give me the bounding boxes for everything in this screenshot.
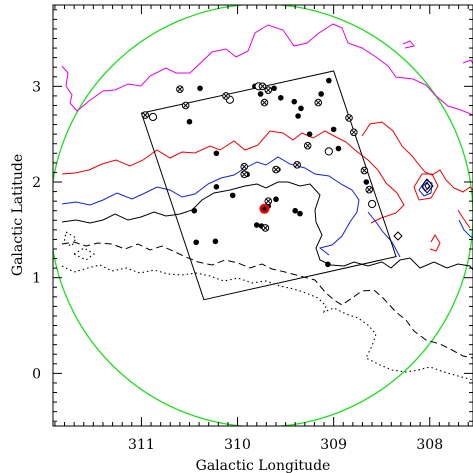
source-point-crossed — [264, 86, 273, 94]
red-contours — [61, 121, 473, 252]
source-point-filled — [229, 192, 236, 199]
black-contours — [61, 178, 473, 271]
source-point-crossed — [360, 166, 369, 175]
source-point-crossed — [222, 92, 230, 100]
blue-contour — [61, 156, 360, 256]
source-point-open — [324, 147, 333, 156]
source-point-crossed — [345, 114, 353, 122]
y-tick-label: 1 — [32, 271, 41, 287]
source-point-filled — [277, 95, 284, 101]
x-tick-label: 309 — [320, 437, 347, 453]
source-point-filled — [213, 183, 220, 190]
x-tick-label: 311 — [128, 437, 155, 453]
source-point-filled — [271, 85, 277, 92]
black-contour — [393, 231, 403, 241]
survey-field-outline — [140, 70, 397, 301]
axis-ticks — [53, 5, 473, 426]
x-tick-label: 310 — [224, 437, 251, 453]
source-point-filled — [325, 261, 331, 268]
magenta-contour — [61, 23, 473, 116]
black-dotted-contour — [72, 247, 95, 261]
source-markers — [141, 77, 377, 268]
red-contour — [413, 173, 439, 201]
magenta-contours — [61, 23, 473, 116]
source-point-filled — [186, 118, 193, 125]
black-contour — [424, 182, 431, 190]
red-contour — [457, 209, 471, 229]
black-dashed-contour — [61, 241, 473, 359]
source-point-filled — [295, 113, 301, 119]
source-point-crossed — [181, 101, 190, 110]
y-tick-label: 3 — [32, 79, 41, 95]
y-axis-label: Galactic Latitude — [10, 154, 26, 276]
source-point-crossed — [258, 82, 267, 91]
blue-contours — [61, 156, 473, 258]
source-point-crossed — [272, 165, 280, 174]
source-point-crossed — [260, 98, 269, 107]
black-contour — [421, 178, 434, 194]
x-tick-labels: 311 310 309 308 — [128, 437, 443, 453]
source-point-crossed — [314, 98, 323, 107]
black-dotted-contour — [63, 231, 77, 247]
source-point-filled — [212, 238, 219, 245]
source-point-filled — [291, 98, 298, 105]
source-point-filled — [292, 207, 298, 214]
source-point-crossed — [261, 224, 270, 232]
source-point-filled — [191, 207, 198, 214]
red-contour — [61, 130, 405, 224]
blue-contour — [367, 211, 401, 258]
source-point-crossed — [303, 141, 312, 150]
plot-frame — [52, 4, 473, 427]
source-point-filled — [257, 91, 264, 97]
y-tick-labels: 0 1 2 3 — [32, 79, 41, 382]
source-point-filled — [298, 105, 304, 112]
source-point-filled — [213, 150, 220, 157]
source-point-crossed — [264, 197, 273, 205]
magenta-contour — [462, 59, 473, 65]
x-tick-label: 308 — [416, 437, 443, 453]
source-point-open — [367, 199, 377, 209]
center-marker-core — [262, 206, 267, 212]
source-point-crossed — [350, 128, 358, 137]
source-point-crossed — [240, 162, 249, 171]
source-point-crossed — [176, 85, 184, 93]
blue-contour — [458, 219, 473, 239]
black-contour — [61, 181, 473, 271]
source-point-crossed — [365, 185, 374, 194]
source-point-filled — [253, 222, 260, 228]
y-tick-label: 2 — [32, 175, 41, 191]
red-contour — [361, 121, 473, 193]
source-point-filled — [306, 131, 313, 137]
source-point-crossed — [240, 170, 249, 179]
source-point-filled — [330, 126, 337, 133]
survey-circle — [53, 5, 473, 426]
x-axis-label: Galactic Longitude — [196, 458, 331, 473]
black-dotted-contours — [61, 231, 473, 381]
source-point-filled — [326, 77, 332, 84]
blue-contour — [421, 181, 431, 192]
source-point-filled — [273, 196, 279, 203]
source-point-filled — [318, 91, 324, 97]
source-point-filled — [335, 145, 342, 152]
red-contour — [429, 234, 441, 252]
y-tick-label: 0 — [32, 366, 41, 382]
source-point-filled — [197, 85, 203, 92]
source-point-filled — [297, 210, 303, 217]
source-point-filled — [363, 179, 370, 185]
source-point-filled — [193, 239, 200, 246]
source-point-crossed — [293, 160, 301, 169]
source-point-open — [148, 112, 158, 122]
plot-area — [53, 5, 473, 426]
magenta-contour — [402, 40, 415, 49]
center-marker — [259, 203, 270, 214]
source-point-crossed — [141, 111, 150, 119]
black-dotted-contour — [61, 264, 473, 381]
